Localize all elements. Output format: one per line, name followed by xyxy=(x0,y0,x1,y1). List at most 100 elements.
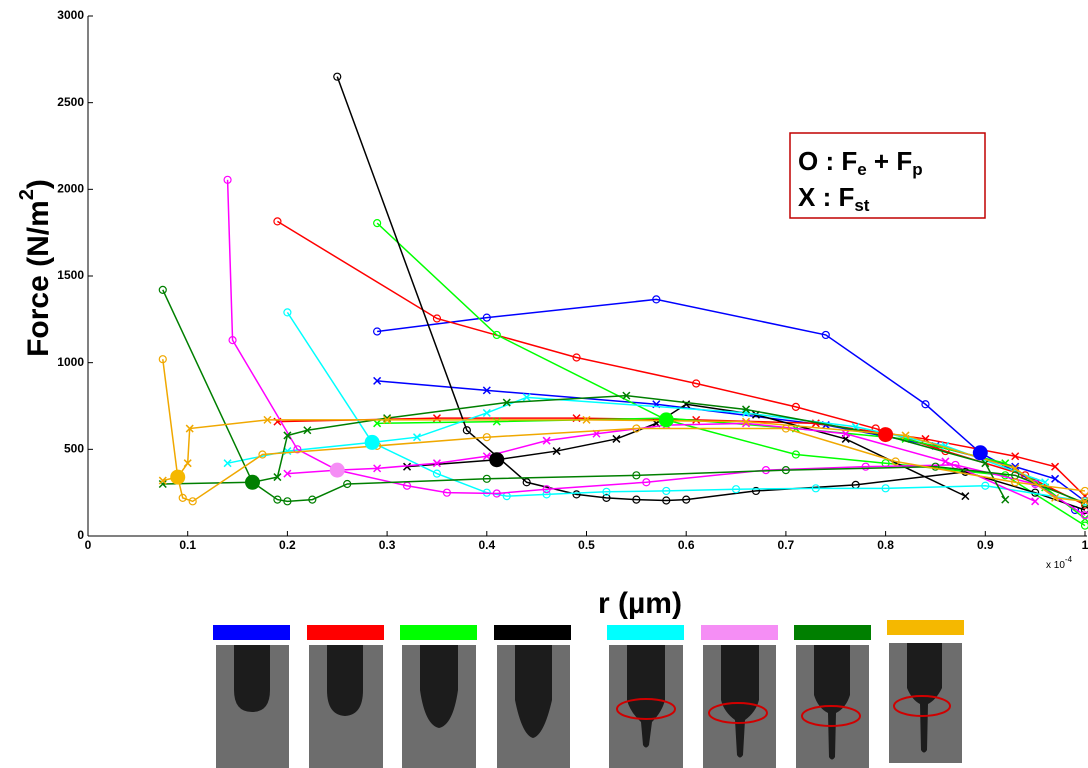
legend-text: X : Fst xyxy=(798,182,870,216)
x-tick-label: 0.1 xyxy=(179,538,196,552)
series-line xyxy=(287,422,1036,503)
series-line xyxy=(377,298,1076,511)
series-line xyxy=(226,179,1086,516)
color-bar xyxy=(794,625,871,640)
series-line xyxy=(336,76,1086,511)
color-bar xyxy=(607,625,684,640)
y-tick-label: 1000 xyxy=(57,355,84,369)
point-marker xyxy=(891,457,900,466)
cross-marker xyxy=(1001,495,1010,504)
legend-text-part: X : F xyxy=(798,182,854,212)
highlight-point xyxy=(364,434,380,450)
cross-marker xyxy=(542,436,551,445)
color-bar xyxy=(494,625,571,640)
cross-marker xyxy=(482,452,491,461)
point-marker xyxy=(662,486,671,496)
x-multiplier-exp: -4 xyxy=(1065,555,1073,564)
point-marker xyxy=(602,487,611,496)
y-tick-label: 2000 xyxy=(57,182,84,196)
cross-marker xyxy=(373,376,382,385)
x-tick-label: 0.2 xyxy=(279,538,296,552)
point-marker xyxy=(228,336,237,345)
point-marker xyxy=(293,445,302,454)
point-marker xyxy=(731,485,741,494)
legend-text-part: O : F xyxy=(798,146,857,176)
x-tick-label: 0.7 xyxy=(778,538,795,552)
point-marker xyxy=(751,486,761,496)
cross-marker xyxy=(961,492,970,501)
highlight-point xyxy=(489,452,505,468)
cross-marker xyxy=(502,398,511,407)
cross-marker xyxy=(901,431,910,440)
tip-shape xyxy=(721,645,759,758)
x-tick-label: 0.8 xyxy=(877,538,894,552)
cross-marker xyxy=(1051,462,1060,471)
highlight-ellipse xyxy=(708,702,768,724)
cross-marker xyxy=(158,476,167,485)
x-axis-label: r (µm) xyxy=(598,587,682,620)
highlight-point xyxy=(878,427,894,443)
cross-marker xyxy=(1041,478,1050,487)
y-tick-label: 2500 xyxy=(57,95,84,109)
point-marker xyxy=(542,485,551,494)
cross-marker xyxy=(412,433,422,442)
point-marker xyxy=(482,474,491,483)
highlight-ellipse xyxy=(616,698,676,720)
point-marker xyxy=(1080,486,1088,496)
series-line xyxy=(377,417,1086,520)
cross-marker xyxy=(303,426,312,435)
highlight-point xyxy=(170,469,186,485)
cross-marker xyxy=(841,429,850,438)
point-marker xyxy=(931,462,940,471)
cross-marker xyxy=(383,415,392,424)
highlight-point xyxy=(245,474,261,490)
point-marker xyxy=(283,308,292,317)
cross-marker xyxy=(941,457,950,466)
image-panels xyxy=(216,643,962,768)
point-marker xyxy=(462,426,471,435)
point-marker xyxy=(258,450,267,459)
point-marker xyxy=(492,489,501,498)
point-marker xyxy=(632,495,641,504)
point-marker xyxy=(482,313,491,322)
point-marker xyxy=(791,402,800,411)
cross-marker xyxy=(741,405,751,414)
legend-text: O : Fe + Fp xyxy=(798,146,923,180)
x-tick-label: 0.6 xyxy=(678,538,695,552)
point-marker xyxy=(692,379,701,388)
series-line xyxy=(376,222,1086,527)
cross-marker xyxy=(482,386,491,395)
y-axis-label-part: ) xyxy=(22,179,55,189)
point-marker xyxy=(682,495,691,504)
tip-shape xyxy=(814,645,850,760)
series-line xyxy=(377,380,1086,502)
point-marker xyxy=(442,488,452,497)
cross-marker xyxy=(622,391,631,400)
cross-marker xyxy=(612,434,621,443)
tip-shape xyxy=(420,645,458,728)
cross-marker xyxy=(273,473,282,482)
x-tick-label: 0.9 xyxy=(977,538,994,552)
cross-marker xyxy=(373,419,382,428)
cross-marker xyxy=(432,459,441,468)
highlight-ellipse xyxy=(801,705,861,727)
point-marker xyxy=(572,353,581,362)
point-marker xyxy=(522,478,531,487)
point-marker xyxy=(881,484,890,493)
series-line xyxy=(162,289,1086,504)
color-bar xyxy=(400,625,477,640)
y-axis-label-part: Force (N/m xyxy=(22,200,55,357)
cross-marker xyxy=(522,393,531,402)
point-marker xyxy=(158,285,167,294)
point-marker xyxy=(821,330,830,340)
tip-shape xyxy=(627,645,665,748)
point-marker xyxy=(373,219,382,228)
point-marker xyxy=(632,471,641,480)
x-multiplier: x 10-4 xyxy=(1046,555,1073,571)
point-marker xyxy=(542,490,551,499)
legend-box xyxy=(789,132,986,219)
cross-marker xyxy=(183,459,192,468)
series-line xyxy=(286,311,1086,503)
point-marker xyxy=(273,217,282,226)
